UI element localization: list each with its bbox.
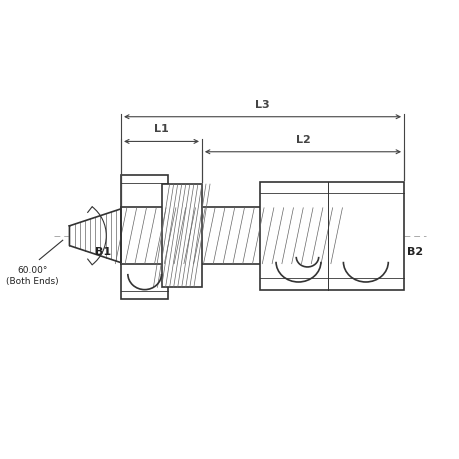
Bar xyxy=(161,185,202,288)
Bar xyxy=(121,208,336,264)
Bar xyxy=(121,176,168,299)
Text: L2: L2 xyxy=(295,134,310,145)
Bar xyxy=(291,198,323,274)
Text: B2: B2 xyxy=(406,247,422,257)
Bar xyxy=(260,182,403,290)
Text: L3: L3 xyxy=(255,100,269,109)
Polygon shape xyxy=(69,209,121,263)
Text: 60.00°
(Both Ends): 60.00° (Both Ends) xyxy=(6,265,58,285)
Text: L1: L1 xyxy=(154,124,168,134)
Text: B1: B1 xyxy=(95,247,111,257)
